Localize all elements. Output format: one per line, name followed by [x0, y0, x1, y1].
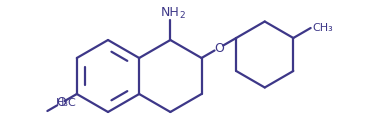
- Text: NH: NH: [161, 6, 180, 19]
- Text: H₃C: H₃C: [56, 98, 77, 108]
- Text: O: O: [214, 41, 224, 55]
- Text: 2: 2: [179, 11, 185, 20]
- Text: O: O: [56, 97, 66, 109]
- Text: CH₃: CH₃: [313, 23, 333, 33]
